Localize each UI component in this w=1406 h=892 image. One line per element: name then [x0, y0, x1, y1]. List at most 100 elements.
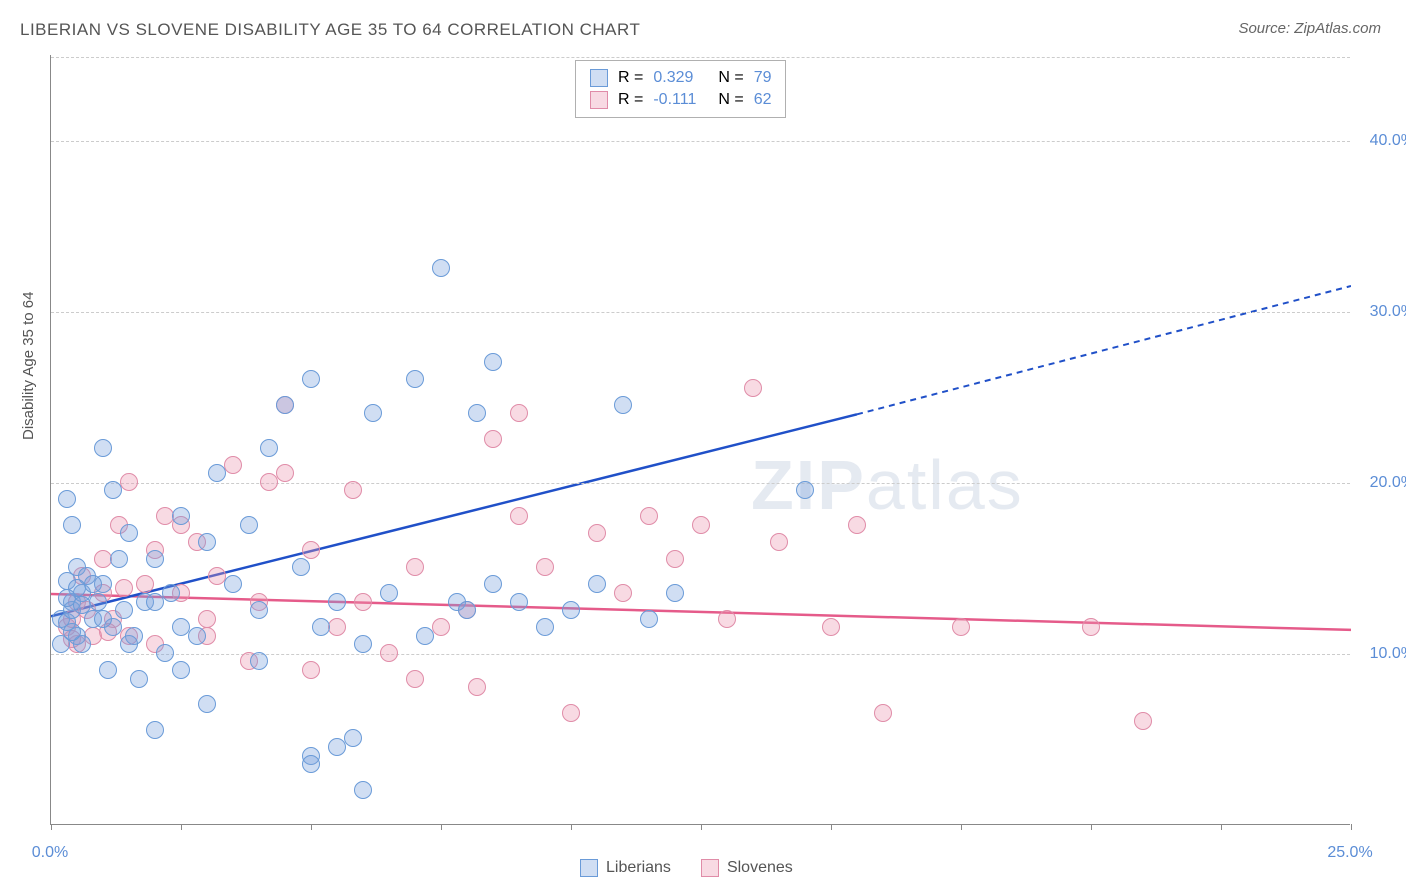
liberians-swatch	[590, 69, 608, 87]
stats-r-label: R =	[618, 91, 643, 109]
liberians-swatch	[580, 859, 598, 877]
scatter-point-liberians	[58, 490, 76, 508]
ytick-label: 40.0%	[1370, 132, 1406, 150]
stats-n-value-slovenes: 62	[754, 91, 772, 109]
stats-n-label: N =	[718, 69, 743, 87]
xtick	[1351, 824, 1352, 830]
scatter-point-liberians	[432, 259, 450, 277]
scatter-point-slovenes	[406, 558, 424, 576]
scatter-point-liberians	[796, 481, 814, 499]
scatter-point-liberians	[146, 593, 164, 611]
scatter-point-slovenes	[468, 678, 486, 696]
scatter-point-slovenes	[770, 533, 788, 551]
scatter-point-slovenes	[1082, 618, 1100, 636]
stats-r-value-slovenes: -0.111	[653, 91, 708, 109]
xtick	[1091, 824, 1092, 830]
chart-title: LIBERIAN VS SLOVENE DISABILITY AGE 35 TO…	[20, 20, 640, 40]
scatter-point-liberians	[120, 635, 138, 653]
xtick	[1221, 824, 1222, 830]
scatter-point-slovenes	[276, 464, 294, 482]
scatter-point-slovenes	[666, 550, 684, 568]
scatter-point-liberians	[250, 652, 268, 670]
scatter-point-liberians	[614, 396, 632, 414]
scatter-point-slovenes	[510, 404, 528, 422]
scatter-point-slovenes	[120, 473, 138, 491]
scatter-point-liberians	[172, 661, 190, 679]
scatter-point-liberians	[188, 627, 206, 645]
scatter-point-liberians	[73, 596, 91, 614]
scatter-point-slovenes	[328, 618, 346, 636]
scatter-point-liberians	[120, 524, 138, 542]
scatter-point-liberians	[468, 404, 486, 422]
scatter-point-liberians	[640, 610, 658, 628]
scatter-point-slovenes	[302, 661, 320, 679]
scatter-point-slovenes	[562, 704, 580, 722]
scatter-point-slovenes	[198, 610, 216, 628]
scatter-point-slovenes	[136, 575, 154, 593]
legend-label-liberians: Liberians	[606, 859, 671, 877]
scatter-point-liberians	[312, 618, 330, 636]
scatter-point-slovenes	[1134, 712, 1152, 730]
stats-r-value-liberians: 0.329	[653, 69, 708, 87]
trend-lines	[51, 55, 1351, 825]
watermark-light: atlas	[866, 446, 1024, 524]
scatter-point-liberians	[406, 370, 424, 388]
scatter-point-liberians	[110, 550, 128, 568]
scatter-point-liberians	[260, 439, 278, 457]
scatter-point-liberians	[115, 601, 133, 619]
scatter-point-liberians	[156, 644, 174, 662]
ytick-label: 30.0%	[1370, 303, 1406, 321]
stats-row-liberians: R = 0.329 N = 79	[590, 67, 771, 89]
scatter-point-slovenes	[952, 618, 970, 636]
scatter-point-liberians	[328, 593, 346, 611]
y-axis-label: Disability Age 35 to 64	[20, 292, 37, 440]
ytick-label: 10.0%	[1370, 645, 1406, 663]
scatter-point-liberians	[208, 464, 226, 482]
scatter-point-liberians	[146, 550, 164, 568]
scatter-point-slovenes	[536, 558, 554, 576]
scatter-point-liberians	[63, 623, 81, 641]
scatter-point-liberians	[354, 635, 372, 653]
xtick	[51, 824, 52, 830]
scatter-point-liberians	[224, 575, 242, 593]
scatter-point-slovenes	[224, 456, 242, 474]
scatter-point-liberians	[198, 533, 216, 551]
legend-item-liberians: Liberians	[580, 859, 671, 877]
scatter-point-liberians	[302, 755, 320, 773]
scatter-point-slovenes	[848, 516, 866, 534]
ytick-label: 20.0%	[1370, 474, 1406, 492]
scatter-point-liberians	[302, 370, 320, 388]
gridline	[51, 141, 1350, 142]
scatter-point-liberians	[666, 584, 684, 602]
scatter-point-liberians	[104, 481, 122, 499]
scatter-point-slovenes	[874, 704, 892, 722]
scatter-point-slovenes	[302, 541, 320, 559]
scatter-point-liberians	[89, 593, 107, 611]
scatter-point-liberians	[458, 601, 476, 619]
scatter-point-slovenes	[822, 618, 840, 636]
xtick	[441, 824, 442, 830]
xtick	[181, 824, 182, 830]
scatter-point-liberians	[276, 396, 294, 414]
scatter-point-liberians	[84, 575, 102, 593]
scatter-point-liberians	[562, 601, 580, 619]
scatter-chart: ZIPatlas 10.0%20.0%30.0%40.0%	[50, 55, 1350, 825]
stats-row-slovenes: R = -0.111 N = 62	[590, 89, 771, 111]
scatter-point-liberians	[240, 516, 258, 534]
scatter-point-liberians	[162, 584, 180, 602]
xtick	[571, 824, 572, 830]
correlation-stats-box: R = 0.329 N = 79 R = -0.111 N = 62	[575, 60, 786, 118]
scatter-point-liberians	[198, 695, 216, 713]
xtick-label: 25.0%	[1327, 844, 1372, 862]
scatter-point-slovenes	[406, 670, 424, 688]
gridline	[51, 483, 1350, 484]
scatter-point-liberians	[172, 618, 190, 636]
scatter-point-liberians	[536, 618, 554, 636]
scatter-point-liberians	[172, 507, 190, 525]
scatter-point-slovenes	[692, 516, 710, 534]
slovenes-swatch	[701, 859, 719, 877]
scatter-point-liberians	[484, 353, 502, 371]
scatter-point-slovenes	[484, 430, 502, 448]
stats-n-label: N =	[718, 91, 743, 109]
scatter-point-slovenes	[744, 379, 762, 397]
